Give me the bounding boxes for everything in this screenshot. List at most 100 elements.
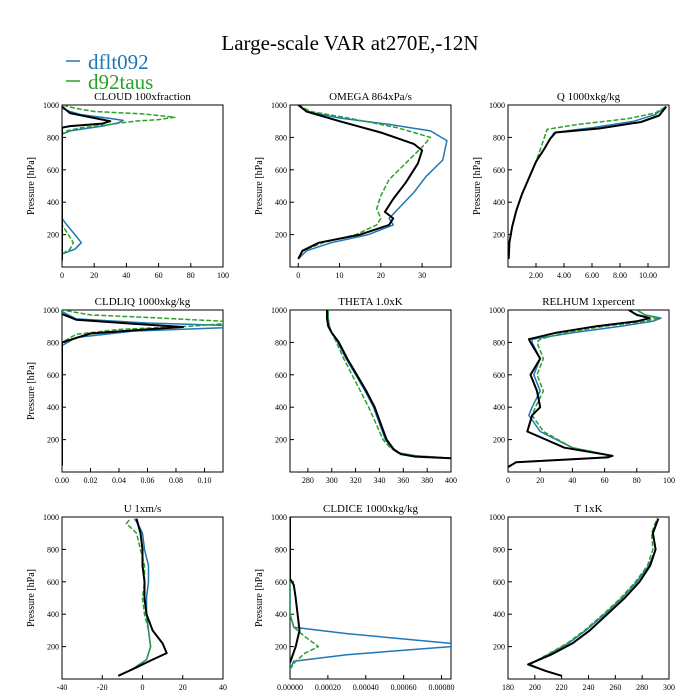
panel-title: OMEGA 864xPa/s [329, 91, 412, 103]
chart-panel-6: RELHUM 1xpercent 0 20 40 60 80 100 200 400 600 800… [489, 296, 675, 485]
series-line-series-3 [62, 313, 185, 466]
y-tick-label: 600 [47, 578, 59, 587]
x-tick-label: 40 [219, 683, 227, 692]
series-line-d92taus [117, 518, 152, 677]
series-line-dflt092 [327, 310, 451, 459]
x-tick-label: 80 [187, 271, 195, 280]
y-tick-label: 600 [275, 371, 287, 380]
y-axis-label: Pressure [hPa] [26, 362, 37, 420]
y-tick-label: 1000 [43, 513, 59, 522]
y-tick-label: 1000 [271, 513, 287, 522]
y-tick-label: 400 [47, 403, 59, 412]
series-line-series-3 [508, 310, 651, 468]
series-line-series-3 [117, 518, 168, 677]
x-tick-label: 200 [529, 683, 541, 692]
series-line-d92taus [290, 517, 320, 670]
panel-title: Q 1000xkg/kg [557, 91, 621, 103]
y-tick-label: 200 [47, 643, 59, 652]
y-tick-label: 200 [493, 436, 505, 445]
y-tick-label: 800 [275, 133, 287, 142]
x-tick-label: 80 [633, 476, 641, 485]
y-tick-label: 200 [275, 643, 287, 652]
x-tick-label: 0.00 [55, 476, 69, 485]
y-tick-label: 800 [493, 338, 505, 347]
x-tick-label: 100 [217, 271, 229, 280]
legend-label-d92taus: d92taus [88, 70, 153, 94]
series-line-dflt092 [508, 310, 662, 468]
x-tick-label: 280 [636, 683, 648, 692]
series-line-d92taus [62, 310, 223, 466]
x-tick-label: 0.02 [83, 476, 97, 485]
x-tick-label: 320 [350, 476, 362, 485]
plot-frame [289, 104, 452, 268]
y-axis-label: Pressure [hPa] [254, 157, 265, 215]
plot-frame [289, 516, 452, 680]
y-tick-label: 400 [493, 403, 505, 412]
y-tick-label: 1000 [489, 306, 505, 315]
y-tick-label: 200 [275, 436, 287, 445]
plot-frame [507, 309, 670, 473]
y-tick-label: 600 [47, 166, 59, 175]
series-line-dflt092 [290, 517, 451, 670]
y-axis-label: Pressure [hPa] [26, 569, 37, 627]
y-axis-label: Pressure [hPa] [26, 157, 37, 215]
series-line-series-3 [290, 517, 301, 664]
chart-panel-8: CLDICE 1000xkg/kg 0.00000 0.00020 0.00040 0.… [254, 503, 455, 692]
x-tick-label: 60 [155, 271, 163, 280]
x-tick-label: 380 [421, 476, 433, 485]
x-tick-label: 0.00000 [277, 683, 303, 692]
legend-label-dflt092: dflt092 [88, 50, 149, 74]
y-tick-label: 600 [493, 371, 505, 380]
panel-title: RELHUM 1xpercent [542, 296, 635, 308]
y-tick-label: 600 [275, 166, 287, 175]
series-line-d92taus [62, 105, 176, 261]
x-tick-label: 10 [336, 271, 344, 280]
x-tick-label: 40 [568, 476, 576, 485]
chart-panel-1: CLOUD 100xfraction 0 20 40 60 80 100 200 400 600 8… [26, 91, 229, 280]
plot-frame [61, 104, 224, 268]
x-tick-label: 10.00 [639, 271, 657, 280]
x-tick-label: 20 [179, 683, 187, 692]
y-tick-label: 400 [493, 610, 505, 619]
y-tick-label: 1000 [271, 101, 287, 110]
series-line-dflt092 [62, 310, 223, 466]
panel-title: CLDICE 1000xkg/kg [323, 503, 419, 515]
x-tick-label: -40 [57, 683, 68, 692]
panel-title: CLDLIQ 1000xkg/kg [95, 296, 191, 308]
x-tick-label: 100 [663, 476, 675, 485]
chart-panel-4: CLDLIQ 1000xkg/kg 0.00 0.02 0.04 0.06 0.08 0.1… [26, 296, 224, 485]
y-tick-label: 800 [47, 338, 59, 347]
x-tick-label: 220 [556, 683, 568, 692]
y-tick-label: 400 [275, 403, 287, 412]
chart-panel-2: OMEGA 864xPa/s 0 10 20 30 200 400 600 800 1000 Pre… [254, 91, 452, 280]
y-axis-label: Pressure [hPa] [472, 157, 483, 215]
x-tick-label: 0.08 [169, 476, 183, 485]
x-tick-label: 360 [397, 476, 409, 485]
x-tick-label: 0 [506, 476, 510, 485]
series-line-series-3 [297, 105, 424, 260]
panel-title: T 1xK [574, 503, 602, 515]
y-tick-label: 1000 [43, 101, 59, 110]
panel-title: THETA 1.0xK [338, 296, 403, 308]
x-tick-label: 280 [302, 476, 314, 485]
plot-frame [289, 309, 452, 473]
y-tick-label: 600 [493, 578, 505, 587]
x-tick-label: 340 [373, 476, 385, 485]
x-tick-label: 260 [609, 683, 621, 692]
x-tick-label: 4.00 [557, 271, 571, 280]
y-tick-label: 600 [275, 578, 287, 587]
x-tick-label: 180 [502, 683, 514, 692]
y-tick-label: 400 [275, 610, 287, 619]
chart-panel-3: Q 1000xkg/kg 2.00 4.00 6.00 8.00 10.00 200 400 6… [472, 91, 670, 280]
series-line-series-3 [326, 310, 451, 460]
y-tick-label: 200 [47, 436, 59, 445]
y-tick-label: 800 [47, 133, 59, 142]
x-tick-label: 0.00020 [315, 683, 341, 692]
x-tick-label: 240 [583, 683, 595, 692]
y-tick-label: 200 [275, 231, 287, 240]
y-tick-label: 1000 [489, 101, 505, 110]
panel-title: U 1xm/s [124, 503, 162, 515]
y-tick-label: 400 [47, 610, 59, 619]
